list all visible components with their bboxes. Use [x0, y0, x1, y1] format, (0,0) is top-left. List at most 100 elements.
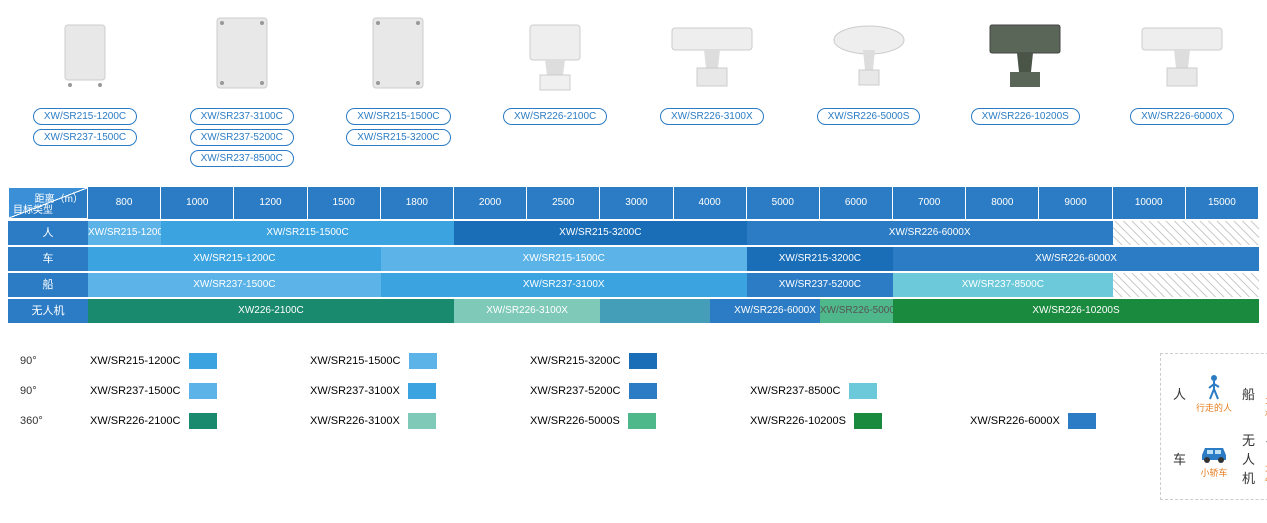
row-bars: XW/SR215-1200CXW/SR215-1500CXW/SR215-320…	[88, 247, 1259, 271]
swatch-icon	[849, 383, 877, 399]
product-tag[interactable]: XW/SR215-1500C	[346, 108, 450, 125]
legend-item: XW/SR226-6000X	[970, 413, 1160, 429]
product-image	[348, 10, 448, 100]
legend-row: 90° XW/SR215-1200C XW/SR215-1500C XW/SR215-…	[20, 353, 1160, 369]
row-bars: XW/SR237-1500CXW/SR237-3100XXW/SR237-520…	[88, 273, 1259, 297]
product-item: XW/SR237-3100C XW/SR237-5200C XW/SR237-850…	[167, 10, 317, 167]
range-bar: XW/SR215-1200C	[88, 247, 381, 271]
row-bars: XW226-2100CXW/SR226-3100XXW/SR226-6000XX…	[88, 299, 1259, 323]
chart-row: 人XW/SR215-1200CXW/SR215-1500CXW/SR215-32…	[8, 221, 1259, 245]
range-bar: XW/SR215-1200C	[88, 221, 161, 245]
swatch-icon	[189, 353, 217, 369]
legend-label: XW/SR237-8500C	[750, 385, 841, 397]
legend-row: 90° XW/SR237-1500C XW/SR237-3100X XW/SR237-…	[20, 383, 1160, 399]
swatch-icon	[628, 413, 656, 429]
row-bars: XW/SR215-1200CXW/SR215-1500CXW/SR215-320…	[88, 221, 1259, 245]
legend-label: XW/SR237-3100X	[310, 385, 400, 397]
product-image	[819, 10, 919, 100]
range-bar: XW/SR226-6000X	[747, 221, 1113, 245]
swatch-icon	[1068, 413, 1096, 429]
range-bar: XW/SR237-8500C	[893, 273, 1113, 297]
distance-cell: 800	[88, 187, 161, 219]
range-bar: XW/SR226-6000X	[893, 247, 1259, 271]
product-item: XW/SR226-2100C	[480, 10, 630, 167]
diag-header: 距离（m） 目标类型	[8, 187, 88, 219]
legend-row: 360°XW/SR226-2100CXW/SR226-3100XXW/SR226…	[20, 413, 1160, 429]
legend-item: XW/SR215-1500C	[310, 353, 500, 369]
legend-label: XW/SR215-1500C	[310, 355, 401, 367]
range-bar: XW/SR237-3100X	[381, 273, 747, 297]
range-chart: 距离（m） 目标类型 80010001200150018002000250030…	[8, 187, 1259, 323]
distance-cell: 4000	[674, 187, 747, 219]
legend-item: XW/SR237-3100X	[310, 383, 500, 399]
legend-label: XW/SR215-1200C	[90, 355, 181, 367]
range-bar: XW/SR215-3200C	[747, 247, 893, 271]
range-bar	[600, 299, 710, 323]
product-image	[505, 10, 605, 100]
range-bar: XW/SR226-3100X	[454, 299, 600, 323]
legend-label: XW/SR226-10200S	[750, 415, 846, 427]
legend-left: 90° XW/SR215-1200C XW/SR215-1500C XW/SR215-…	[20, 353, 1160, 500]
legend-label: XW/SR226-6000X	[970, 415, 1060, 427]
distance-cell: 1500	[308, 187, 381, 219]
row-label: 人	[8, 221, 88, 245]
range-bar	[1113, 273, 1259, 297]
swatch-icon	[189, 383, 217, 399]
range-bar	[1113, 221, 1259, 245]
product-item: XW/SR226-3100X	[637, 10, 787, 167]
angle-label: 90°	[20, 355, 60, 367]
swatch-icon	[629, 383, 657, 399]
legend-label: XW/SR226-3100X	[310, 415, 400, 427]
product-image	[192, 10, 292, 100]
legend-label: XW/SR237-5200C	[530, 385, 621, 397]
range-bar: XW/SR215-1500C	[381, 247, 747, 271]
product-image	[1132, 10, 1232, 100]
distance-cell: 7000	[893, 187, 966, 219]
product-item: XW/SR226-10200S	[950, 10, 1100, 167]
legend-item: XW/SR226-5000S	[530, 413, 720, 429]
distance-cell: 2000	[454, 187, 527, 219]
row-label: 无人机	[8, 299, 88, 323]
walking-person-icon	[1196, 373, 1232, 401]
chart-row: 无人机XW226-2100CXW/SR226-3100XXW/SR226-600…	[8, 299, 1259, 323]
distance-cell: 6000	[820, 187, 893, 219]
chart-row: 车XW/SR215-1200CXW/SR215-1500CXW/SR215-32…	[8, 247, 1259, 271]
product-tag[interactable]: XW/SR237-5200C	[190, 129, 294, 146]
legend-item: XW/SR226-3100X	[310, 413, 500, 429]
distance-cell: 1000	[161, 187, 234, 219]
swatch-icon	[854, 413, 882, 429]
legend-item: XW/SR226-2100C	[90, 413, 280, 429]
distance-header: 8001000120015001800200025003000400050006…	[88, 187, 1259, 219]
product-tag[interactable]: XW/SR237-3100C	[190, 108, 294, 125]
product-tag[interactable]: XW/SR237-1500C	[33, 129, 137, 146]
car-icon	[1196, 438, 1232, 466]
product-tag[interactable]: XW/SR226-6000X	[1130, 108, 1234, 125]
product-tag[interactable]: XW/SR226-5000S	[817, 108, 921, 125]
distance-cell: 15000	[1186, 187, 1259, 219]
legend-item: XW/SR215-3200C	[530, 353, 720, 369]
row-label: 车	[8, 247, 88, 271]
range-bar: XW/SR215-1500C	[161, 221, 454, 245]
product-tag[interactable]: XW/SR226-10200S	[971, 108, 1080, 125]
icon-legend: 人 行走的人 船 10m金属材质渔船 车 小轿车 无人机 大疆精灵4	[1160, 353, 1267, 500]
legend-item: XW/SR237-1500C	[90, 383, 280, 399]
icon-person: 人 行走的人	[1173, 366, 1232, 420]
diag-bot-label: 目标类型	[13, 201, 53, 216]
chart-row: 船XW/SR237-1500CXW/SR237-3100XXW/SR237-52…	[8, 273, 1259, 297]
product-image	[662, 10, 762, 100]
angle-label: 90°	[20, 385, 60, 397]
product-tag[interactable]: XW/SR215-1200C	[33, 108, 137, 125]
range-bar: XW226-2100C	[88, 299, 454, 323]
distance-cell: 8000	[966, 187, 1039, 219]
product-tag[interactable]: XW/SR226-3100X	[660, 108, 764, 125]
product-tag[interactable]: XW/SR226-2100C	[503, 108, 607, 125]
product-item: XW/SR215-1200C XW/SR237-1500C	[10, 10, 160, 167]
product-tag[interactable]: XW/SR237-8500C	[190, 150, 294, 167]
legend-item: XW/SR215-1200C	[90, 353, 280, 369]
product-item: XW/SR226-5000S	[794, 10, 944, 167]
swatch-icon	[629, 353, 657, 369]
legend-item: XW/SR226-10200S	[750, 413, 940, 429]
distance-cell: 10000	[1113, 187, 1186, 219]
product-tag[interactable]: XW/SR215-3200C	[346, 129, 450, 146]
row-label: 船	[8, 273, 88, 297]
